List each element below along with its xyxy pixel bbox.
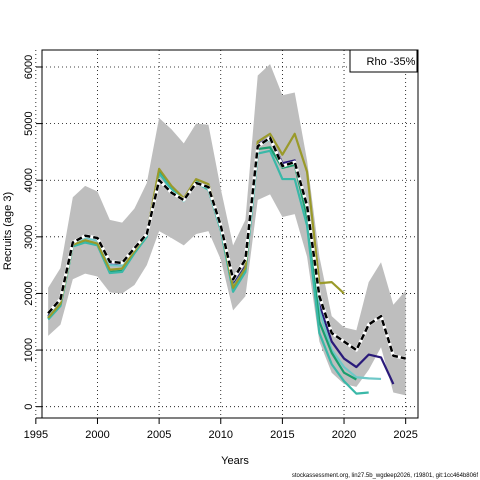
y-tick-label: 3000 (23, 225, 35, 249)
x-tick-label: 2020 (332, 429, 356, 441)
y-tick-label: 2000 (23, 281, 35, 305)
footer-note: stockassessment.org, lin27.5b_wgdeep2026… (292, 473, 478, 479)
x-axis-title: Years (221, 455, 249, 467)
y-tick-label: 1000 (23, 338, 35, 362)
y-tick-label: 4000 (23, 168, 35, 192)
series-line-estimate (47, 136, 406, 360)
legend-box: Rho -35% (349, 49, 418, 73)
y-axis: 0 1000 2000 3000 4000 5000 6000 (23, 55, 43, 410)
y-tick-label: 6000 (23, 55, 35, 79)
x-axis: 1995 2000 2005 2010 2015 2020 2025 (24, 417, 418, 441)
x-tick-label: 2000 (85, 429, 109, 441)
x-tick-label: 1995 (24, 429, 48, 441)
y-axis-title: Recruits (age 3) (2, 192, 14, 270)
y-tick-label: 5000 (23, 111, 35, 135)
y-tick-label: 0 (23, 404, 35, 410)
x-tick-label: 2015 (270, 429, 294, 441)
x-tick-label: 2005 (147, 429, 171, 441)
x-tick-label: 2010 (209, 429, 233, 441)
legend-label: Rho -35% (367, 56, 416, 68)
series-lines (46, 132, 407, 395)
x-tick-label: 2025 (393, 429, 417, 441)
series-line-peel (47, 132, 345, 319)
